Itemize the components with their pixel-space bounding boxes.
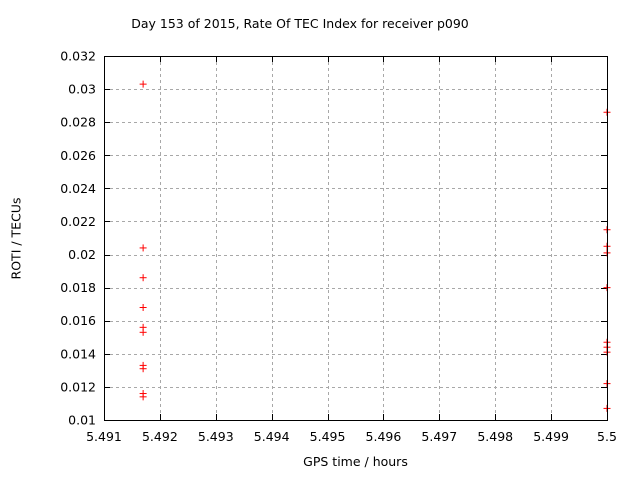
x-tick-label: 5.492 xyxy=(142,429,178,444)
y-tick-label: 0.03 xyxy=(68,82,96,97)
y-tick-label: 0.01 xyxy=(68,413,96,428)
x-axis-label: GPS time / hours xyxy=(303,454,408,469)
y-tick-label: 0.012 xyxy=(60,379,96,394)
y-tick-label: 0.014 xyxy=(60,346,96,361)
x-tick-label: 5.491 xyxy=(86,429,122,444)
chart-title: Day 153 of 2015, Rate Of TEC Index for r… xyxy=(131,16,469,31)
y-tick-label: 0.022 xyxy=(60,214,96,229)
x-tick-label: 5.496 xyxy=(366,429,402,444)
x-tick-label: 5.495 xyxy=(310,429,346,444)
x-tick-label: 5.493 xyxy=(198,429,234,444)
y-tick-label: 0.018 xyxy=(60,280,96,295)
y-tick-label: 0.028 xyxy=(60,115,96,130)
x-tick-label: 5.498 xyxy=(477,429,513,444)
y-tick-label: 0.02 xyxy=(68,247,96,262)
y-tick-label: 0.032 xyxy=(60,49,96,64)
x-tick-label: 5.5 xyxy=(597,429,617,444)
x-tick-label: 5.497 xyxy=(421,429,457,444)
x-tick-label: 5.494 xyxy=(254,429,290,444)
y-tick-label: 0.026 xyxy=(60,148,96,163)
plot-border xyxy=(104,56,608,421)
y-tick-label: 0.016 xyxy=(60,313,96,328)
y-tick-label: 0.024 xyxy=(60,181,96,196)
x-tick-label: 5.499 xyxy=(533,429,569,444)
